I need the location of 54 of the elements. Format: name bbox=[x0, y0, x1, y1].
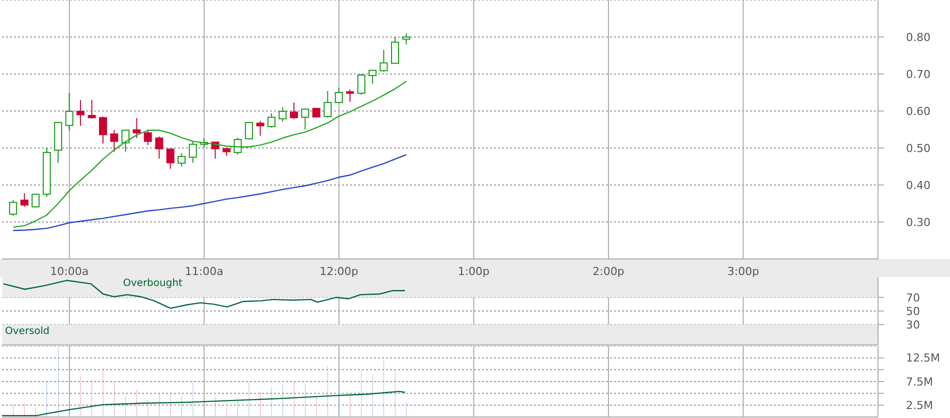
candlestick bbox=[234, 137, 242, 156]
candlestick bbox=[76, 99, 84, 126]
candlestick bbox=[301, 108, 310, 130]
line-series bbox=[12, 80, 407, 228]
candlestick bbox=[144, 130, 152, 146]
candlestick bbox=[121, 130, 130, 152]
candlestick bbox=[20, 192, 28, 208]
y-tick-label: 70 bbox=[906, 291, 920, 304]
candlestick bbox=[178, 152, 186, 167]
line-series bbox=[2, 280, 406, 309]
y-tick-label: 12.5M bbox=[906, 352, 940, 365]
x-tick-label: 11:00a bbox=[184, 264, 224, 278]
y-tick-label: 0.80 bbox=[906, 30, 930, 44]
candlestick bbox=[110, 129, 118, 152]
candlestick bbox=[166, 148, 174, 170]
candlestick bbox=[402, 32, 410, 45]
candlestick bbox=[357, 74, 366, 96]
candlestick bbox=[32, 194, 40, 208]
x-tick-label: 1:00p bbox=[458, 264, 490, 278]
candlestick bbox=[380, 49, 388, 72]
candlestick bbox=[98, 116, 107, 144]
y-tick-label: 0.70 bbox=[906, 68, 930, 81]
candlestick bbox=[256, 120, 264, 136]
candlestick bbox=[65, 92, 74, 132]
y-tick-label: 0.60 bbox=[906, 104, 930, 118]
candlestick bbox=[290, 102, 298, 120]
x-tick-label: 3:00p bbox=[727, 264, 760, 278]
x-tick-label: 2:00p bbox=[592, 264, 624, 278]
band-label: Oversold bbox=[4, 326, 51, 337]
candlestick bbox=[155, 136, 164, 160]
candlestick bbox=[391, 36, 400, 64]
candlestick bbox=[188, 140, 197, 164]
line-series bbox=[2, 390, 406, 416]
candlestick bbox=[324, 90, 332, 118]
candlestick bbox=[244, 122, 253, 140]
candlestick bbox=[334, 88, 343, 104]
candlestick bbox=[88, 99, 96, 120]
y-tick-label: 0.30 bbox=[906, 216, 930, 229]
x-tick-label: 12:00p bbox=[320, 264, 358, 278]
candlestick bbox=[368, 70, 377, 84]
candlestick bbox=[278, 106, 287, 122]
y-tick-label: 50 bbox=[906, 304, 920, 318]
candlestick bbox=[9, 200, 18, 216]
band-label: Overbought bbox=[122, 278, 184, 289]
line-series bbox=[12, 154, 407, 232]
candlestick bbox=[346, 89, 354, 102]
candlestick bbox=[267, 112, 276, 128]
y-tick-label: 2.5M bbox=[906, 399, 933, 412]
y-tick-label: 30 bbox=[906, 318, 920, 332]
y-tick-label: 0.50 bbox=[906, 142, 930, 155]
y-tick-label: 0.40 bbox=[906, 178, 930, 192]
x-tick-label: 10:00a bbox=[50, 264, 89, 278]
y-tick-label: 7.5M bbox=[906, 375, 933, 388]
candlestick bbox=[132, 118, 141, 139]
